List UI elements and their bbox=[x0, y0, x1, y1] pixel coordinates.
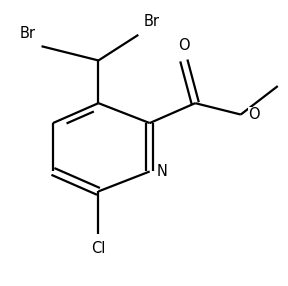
Text: O: O bbox=[248, 107, 259, 122]
Text: O: O bbox=[178, 38, 190, 53]
Text: Br: Br bbox=[144, 14, 160, 29]
Text: Br: Br bbox=[20, 25, 36, 41]
Text: Cl: Cl bbox=[91, 241, 106, 256]
Text: N: N bbox=[157, 164, 168, 179]
